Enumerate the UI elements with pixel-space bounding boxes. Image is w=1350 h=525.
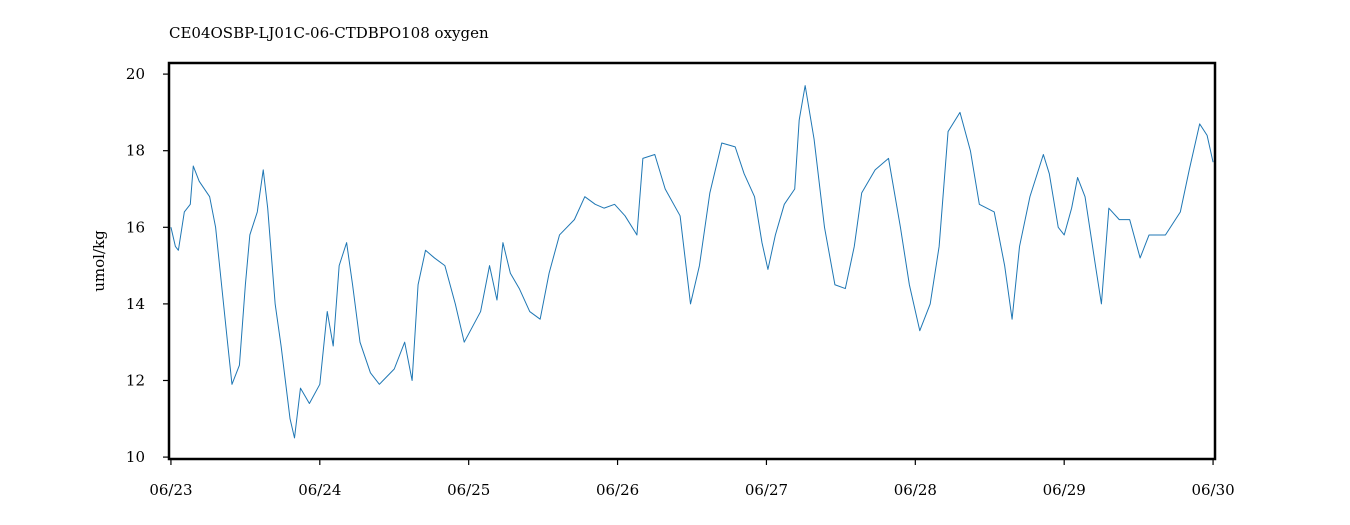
y-tick-label: 12 [126, 371, 145, 389]
x-tick-label: 06/28 [894, 481, 937, 499]
y-axis-label: umol/kg [90, 230, 108, 292]
plot-frame [167, 61, 1217, 461]
x-tick-label: 06/27 [745, 481, 788, 499]
y-tick-label: 10 [126, 448, 145, 466]
y-tick-label: 18 [126, 142, 145, 160]
y-tick-label: 16 [126, 218, 145, 236]
y-tick-label: 20 [126, 65, 145, 83]
data-line [170, 85, 1214, 439]
x-tick-label: 06/23 [149, 481, 192, 499]
x-tick-label: 06/30 [1191, 481, 1234, 499]
x-tick-label: 06/24 [298, 481, 341, 499]
x-tick-label: 06/25 [447, 481, 490, 499]
chart-title: CE04OSBP-LJ01C-06-CTDBPO108 oxygen [169, 24, 489, 42]
x-tick-label: 06/26 [596, 481, 639, 499]
x-tick-label: 06/29 [1043, 481, 1086, 499]
y-tick-label: 14 [126, 295, 145, 313]
